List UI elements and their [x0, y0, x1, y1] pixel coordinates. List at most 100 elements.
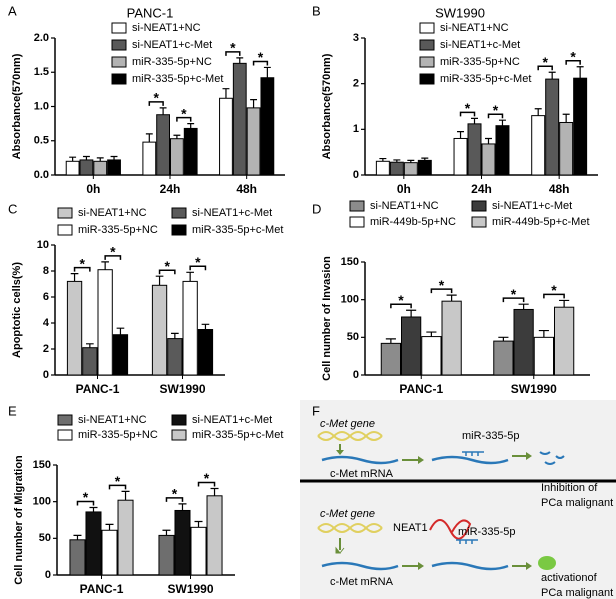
error-bar	[96, 157, 104, 162]
error-bar	[89, 506, 98, 512]
error-bar	[121, 490, 130, 501]
legend-swatch	[471, 200, 487, 212]
significance-bracket	[176, 116, 192, 122]
chart-panel: B SW1990 Absorbance(570nm) 0 1 2 3 0h 24h * * 48h * *…	[312, 3, 598, 196]
bar	[559, 121, 574, 176]
significance-bracket	[225, 51, 241, 56]
chart-panel: D Cell number of Invasion 0 50 100 150 PANC-1 *…	[312, 200, 590, 396]
error-bar	[116, 327, 125, 335]
error-bar	[559, 299, 570, 308]
bar	[97, 269, 113, 376]
y-tick-label: 2	[353, 78, 359, 90]
arrow-head	[336, 450, 344, 455]
bar	[101, 529, 118, 576]
significance-label: *	[258, 49, 264, 65]
bar	[421, 336, 442, 376]
arrow-head	[335, 546, 345, 554]
error-bar	[471, 117, 479, 124]
error-bar	[186, 271, 194, 282]
significance-bracket	[108, 484, 127, 490]
legend-swatch	[419, 56, 435, 68]
lncrna	[429, 519, 472, 540]
x-tick-label: 0h	[86, 182, 100, 196]
legend-label: miR-335-5p+c-Met	[440, 73, 531, 85]
significance-bracket	[487, 113, 504, 119]
significance-label: *	[83, 489, 89, 505]
error-bar	[69, 156, 77, 162]
legend-swatch	[419, 73, 435, 85]
significance-bracket	[76, 500, 95, 506]
y-tick-label: 0	[45, 569, 51, 581]
error-bar	[210, 487, 219, 496]
result-label: PCa malignant	[541, 497, 613, 509]
bar	[545, 78, 560, 176]
significance-bracket	[104, 255, 122, 260]
y-tick-label: 1.0	[34, 100, 49, 112]
legend-label: miR-335-5p+c-Met	[192, 224, 283, 236]
bar	[158, 534, 175, 576]
mrna-fragments	[539, 451, 565, 465]
error-bar	[534, 108, 542, 116]
bar	[493, 340, 514, 376]
arrow-head	[526, 562, 532, 570]
bar	[170, 138, 184, 176]
bar	[403, 162, 418, 176]
y-axis-label: Absorbance(570nm)	[11, 53, 23, 159]
error-bar	[393, 159, 401, 163]
legend-label: si-NEAT1+NC	[132, 22, 201, 34]
legend-swatch	[111, 22, 127, 34]
bar	[401, 316, 422, 376]
bar	[197, 329, 214, 376]
error-bar	[105, 523, 114, 531]
y-tick-label: 50	[347, 331, 359, 343]
significance-label: *	[115, 473, 121, 489]
error-bar	[110, 155, 118, 160]
legend-swatch	[171, 429, 187, 441]
bar	[513, 308, 534, 376]
chart-panel: A PANC-1 Absorbance(570nm) 0.0 0.5 1.0 1.5 2.0 0…	[8, 3, 285, 196]
x-tick-label: 48h	[236, 182, 257, 196]
significance-label: *	[204, 470, 210, 486]
gene-label: c-Met gene	[320, 508, 375, 520]
significance-bracket	[158, 269, 176, 275]
mirna	[462, 451, 484, 456]
x-tick-label: 48h	[549, 182, 570, 196]
bar	[495, 125, 510, 176]
bar	[380, 342, 401, 376]
chart-panel: C Apoptotic cells(%) 0 2 4 6 8 10 PANC-1 * * SW1990…	[8, 201, 283, 396]
bar	[167, 338, 183, 376]
significance-label: *	[511, 286, 517, 302]
error-bar	[187, 123, 195, 129]
significance-bracket	[165, 497, 184, 502]
significance-bracket	[197, 481, 216, 487]
x-tick-label: SW1990	[159, 382, 205, 396]
bar	[85, 511, 102, 576]
y-axis-label: Cell number of Invasion	[321, 256, 333, 381]
bar	[156, 114, 170, 176]
legend-label: miR-335-5p+c-Met	[132, 73, 223, 85]
significance-label: *	[195, 254, 201, 270]
result-label: Inhibition of	[541, 482, 598, 494]
y-tick-label: 3	[353, 32, 359, 44]
bar	[375, 160, 390, 176]
error-bar	[250, 99, 258, 108]
error-bar	[222, 88, 230, 99]
significance-bracket	[537, 65, 553, 71]
dna-helix	[317, 431, 383, 441]
error-bar	[173, 134, 181, 139]
bar	[117, 499, 134, 576]
error-bar	[201, 323, 210, 330]
significance-bracket	[73, 266, 91, 272]
chart-title: PANC-1	[127, 5, 174, 20]
significance-bracket	[565, 60, 581, 65]
error-bar	[406, 309, 417, 317]
error-bar	[236, 57, 244, 64]
error-bar	[498, 119, 506, 126]
error-bar	[562, 113, 570, 123]
panel-label: D	[312, 201, 321, 216]
x-tick-label: SW1990	[511, 382, 557, 396]
bar	[82, 347, 98, 376]
mrna-label: c-Met mRNA	[330, 468, 394, 480]
y-tick-label: 2.0	[34, 32, 49, 44]
significance-label: *	[439, 277, 445, 293]
